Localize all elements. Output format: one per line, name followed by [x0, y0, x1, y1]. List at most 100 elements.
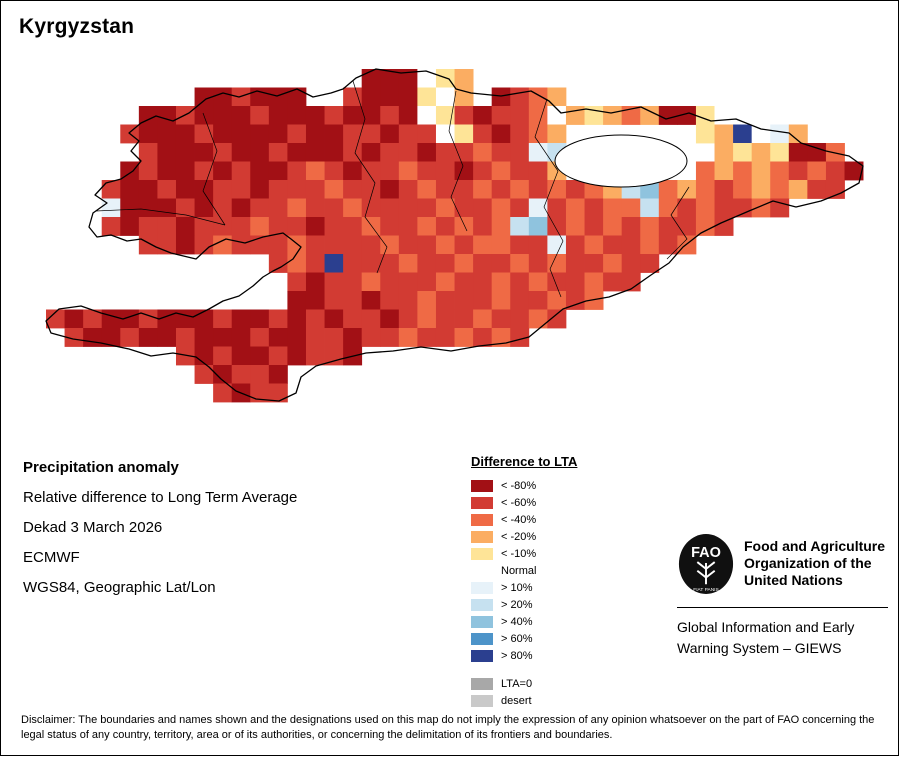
precip-cell: [324, 272, 344, 292]
legend-item: < -60%: [471, 494, 577, 511]
precip-cell: [435, 272, 455, 292]
precip-cell: [751, 143, 771, 162]
legend-swatch: [471, 632, 493, 645]
precip-cell: [491, 124, 511, 144]
precip-cell: [138, 328, 158, 347]
precip-cell: [287, 235, 307, 255]
precip-cell: [120, 217, 140, 236]
precip-cell: [250, 198, 270, 218]
precip-cell: [324, 328, 344, 347]
precip-cell: [250, 87, 270, 107]
legend-label: > 10%: [501, 581, 533, 594]
info-line-projection: WGS84, Geographic Lat/Lon: [23, 579, 216, 596]
precip-cell: [194, 180, 214, 199]
legend-swatch: [471, 496, 493, 509]
precip-cell: [751, 198, 771, 218]
legend-item: < -20%: [471, 528, 577, 545]
precip-cell: [528, 180, 548, 199]
precip-cell: [194, 124, 214, 144]
precip-cell: [677, 198, 697, 218]
precip-cell: [343, 254, 363, 273]
precip-cell: [46, 309, 65, 329]
precip-cell: [473, 161, 493, 181]
precip-cell: [101, 217, 121, 236]
precip-cell: [268, 217, 288, 236]
precip-cell: [640, 254, 660, 273]
precip-cell: [231, 143, 251, 162]
precip-cell: [417, 69, 437, 88]
precip-cell: [361, 124, 381, 144]
precip-cell: [528, 291, 548, 310]
precip-cell: [584, 106, 604, 125]
precip-cell: [547, 272, 567, 292]
precip-cell: [565, 198, 585, 218]
precip-cell: [343, 346, 363, 366]
precip-cell: [417, 143, 437, 162]
precip-cell: [380, 161, 400, 181]
precip-cell: [435, 124, 455, 144]
precip-cell: [417, 272, 437, 292]
precip-cell: [157, 328, 177, 347]
precip-cell: [361, 106, 381, 125]
precip-cell: [714, 161, 734, 181]
precip-cell: [268, 346, 288, 366]
precip-cell: [417, 309, 437, 329]
precip-cell: [120, 180, 140, 199]
precip-cell: [473, 309, 493, 329]
precip-cell: [528, 106, 548, 125]
precip-cell: [250, 217, 270, 236]
legend-label: Normal: [501, 564, 537, 577]
precip-cell: [584, 235, 604, 255]
giews-line: Global Information and Early: [677, 619, 855, 635]
legend: Difference to LTA < -80% < -60% < -40% < -2…: [471, 454, 577, 709]
precip-cell: [770, 180, 790, 199]
precip-cell: [175, 346, 195, 366]
precip-cell: [454, 198, 474, 218]
legend-item: > 10%: [471, 579, 577, 596]
precip-cell: [231, 328, 251, 347]
precip-cell: [621, 272, 641, 292]
precip-cell: [770, 143, 790, 162]
precip-cell: [528, 198, 548, 218]
precip-cell: [268, 309, 288, 329]
precip-cell: [547, 87, 567, 107]
precip-cell: [231, 383, 251, 403]
precip-cell: [491, 254, 511, 273]
precip-cell: [324, 161, 344, 181]
precip-cell: [194, 235, 214, 255]
precip-cell: [621, 180, 641, 199]
precip-cell: [621, 235, 641, 255]
precip-cell: [417, 328, 437, 347]
precip-cell: [361, 161, 381, 181]
legend-swatch: [471, 547, 493, 560]
precip-cell: [138, 217, 158, 236]
precip-cell: [435, 69, 455, 88]
precip-cell: [324, 217, 344, 236]
fao-org-line: United Nations: [744, 572, 843, 588]
fao-org-line: Food and Agriculture: [744, 538, 886, 554]
precip-cell: [213, 346, 233, 366]
precip-cell: [695, 217, 715, 236]
precip-cell: [380, 309, 400, 329]
precip-cell: [231, 365, 251, 384]
precip-cell: [250, 124, 270, 144]
precip-cell: [510, 143, 530, 162]
precip-cell: [213, 124, 233, 144]
precip-cell: [714, 217, 734, 236]
precip-cell: [175, 106, 195, 125]
precip-cell: [138, 198, 158, 218]
precip-cell: [435, 254, 455, 273]
precip-cell: [250, 143, 270, 162]
precip-cell: [194, 198, 214, 218]
precip-cell: [213, 217, 233, 236]
precip-cell: [343, 180, 363, 199]
precip-cell: [157, 161, 177, 181]
legend-swatch: [471, 564, 493, 577]
precip-cell: [250, 106, 270, 125]
precip-cell: [751, 161, 771, 181]
precip-cell: [435, 143, 455, 162]
precip-cell: [324, 291, 344, 310]
precip-cell: [157, 180, 177, 199]
precip-cell: [547, 180, 567, 199]
precip-cell: [435, 106, 455, 125]
